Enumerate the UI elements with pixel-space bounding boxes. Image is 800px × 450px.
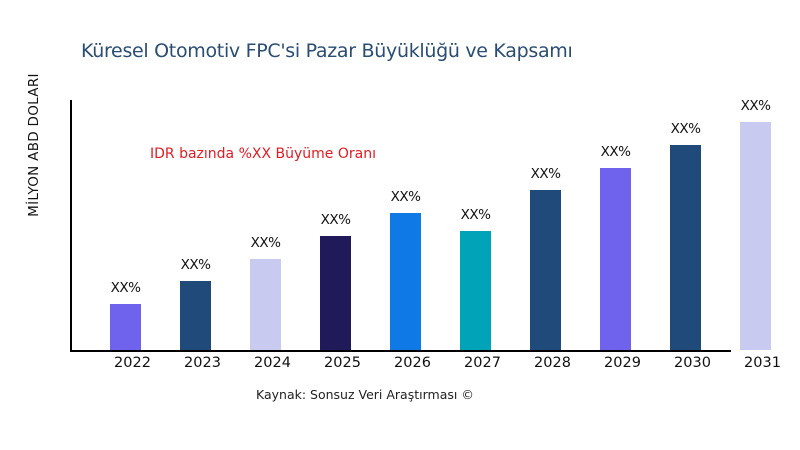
x-tick-label: 2026	[394, 355, 431, 371]
bar-value-label: XX%	[460, 207, 491, 223]
x-tick-label: 2022	[114, 355, 151, 371]
bar-2029	[600, 168, 631, 350]
x-tick-label: 2027	[464, 355, 501, 371]
bar-value-label: XX%	[600, 144, 631, 160]
bar-value-label: XX%	[250, 235, 281, 251]
bar-value-label: XX%	[110, 280, 141, 296]
x-tick-label: 2028	[534, 355, 571, 371]
bar-2031	[740, 122, 771, 350]
bar-2024	[250, 259, 281, 350]
y-axis-line	[70, 100, 72, 351]
bar-value-label: XX%	[180, 257, 211, 273]
x-tick-label: 2023	[184, 355, 221, 371]
bar-value-label: XX%	[740, 98, 771, 114]
x-tick-label: 2030	[674, 355, 711, 371]
y-axis-label: MİLYON ABD DOLARI	[26, 73, 42, 217]
bar-2027	[460, 231, 491, 350]
bar-2030	[670, 145, 701, 350]
source-caption: Kaynak: Sonsuz Veri Araştırması ©	[256, 387, 474, 402]
bar-value-label: XX%	[320, 212, 351, 228]
bar-2022	[110, 304, 141, 350]
bar-2023	[180, 281, 211, 350]
bar-value-label: XX%	[530, 166, 561, 182]
x-tick-label: 2025	[324, 355, 361, 371]
x-tick-label: 2029	[604, 355, 641, 371]
bar-2026	[390, 213, 421, 350]
chart-title: Küresel Otomotiv FPC'si Pazar Büyüklüğü …	[81, 40, 573, 62]
x-axis-line	[70, 350, 731, 352]
bar-2028	[530, 190, 561, 350]
x-tick-label: 2031	[744, 355, 781, 371]
bar-value-label: XX%	[670, 121, 701, 137]
bar-value-label: XX%	[390, 189, 421, 205]
bar-2025	[320, 236, 351, 350]
growth-rate-annotation: IDR bazında %XX Büyüme Oranı	[150, 146, 376, 162]
x-tick-label: 2024	[254, 355, 291, 371]
